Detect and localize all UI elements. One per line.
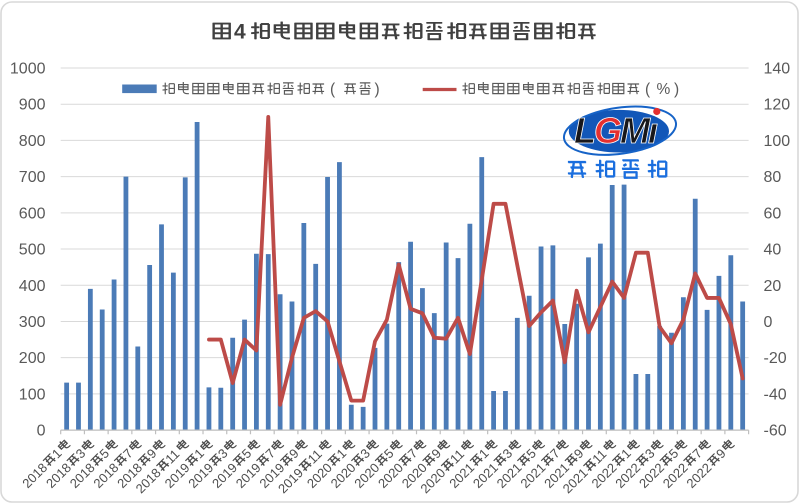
svg-text:(: ( — [645, 81, 651, 98]
svg-text:1000: 1000 — [10, 61, 46, 78]
svg-text:): ) — [674, 81, 679, 98]
svg-text:800: 800 — [19, 133, 46, 150]
svg-text:140: 140 — [764, 61, 791, 78]
svg-text:-20: -20 — [764, 350, 787, 367]
svg-text:60: 60 — [764, 205, 782, 222]
svg-text:4: 4 — [234, 21, 246, 44]
svg-text:120: 120 — [764, 97, 791, 114]
svg-text:200: 200 — [19, 350, 46, 367]
svg-text:100: 100 — [764, 133, 791, 150]
svg-text:300: 300 — [19, 314, 46, 331]
svg-text:-40: -40 — [764, 386, 787, 403]
svg-text:-60: -60 — [764, 423, 787, 440]
svg-text:80: 80 — [764, 169, 782, 186]
svg-text:(: ( — [330, 81, 336, 98]
svg-text:%: % — [657, 81, 671, 98]
svg-text:): ) — [375, 81, 380, 98]
svg-text:700: 700 — [19, 169, 46, 186]
svg-text:0: 0 — [764, 314, 773, 331]
svg-text:600: 600 — [19, 205, 46, 222]
svg-text:500: 500 — [19, 242, 46, 259]
svg-text:900: 900 — [19, 97, 46, 114]
svg-text:100: 100 — [19, 386, 46, 403]
svg-text:40: 40 — [764, 242, 782, 259]
svg-text:20: 20 — [764, 278, 782, 295]
svg-text:400: 400 — [19, 278, 46, 295]
svg-text:LGMı: LGMı — [574, 110, 658, 151]
svg-text:0: 0 — [37, 423, 46, 440]
